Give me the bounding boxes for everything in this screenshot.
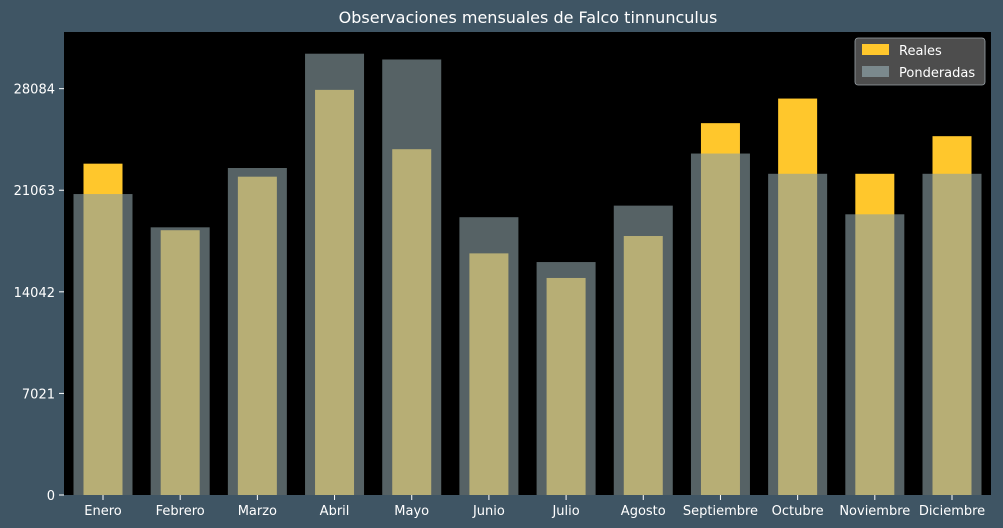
bar-ponderadas-enero (73, 194, 133, 496)
x-tick-label-junio: Junio (472, 504, 505, 519)
x-tick-label-mayo: Mayo (394, 504, 429, 519)
bar-ponderadas-febrero (150, 227, 210, 495)
x-tick-label-enero: Enero (84, 504, 122, 519)
legend-label-ponderadas: Ponderadas (899, 66, 975, 81)
x-tick-label-septiembre: Septiembre (683, 504, 758, 519)
bar-ponderadas-noviembre (845, 214, 905, 495)
bar-ponderadas-octubre (768, 173, 828, 495)
bar-ponderadas-junio (459, 217, 519, 495)
x-tick-label-diciembre: Diciembre (919, 504, 985, 519)
y-tick-label: 7021 (22, 387, 55, 402)
bar-ponderadas-abril (305, 53, 365, 495)
legend-label-reales: Reales (899, 44, 942, 59)
bars-group (73, 53, 982, 496)
x-tick-label-agosto: Agosto (621, 504, 666, 519)
bar-ponderadas-julio (536, 262, 596, 495)
x-tick-label-marzo: Marzo (238, 504, 277, 519)
y-tick-label: 0 (47, 489, 55, 504)
y-tick-label: 28084 (14, 83, 55, 98)
y-tick-label: 21063 (14, 184, 55, 199)
bar-ponderadas-agosto (613, 205, 673, 495)
x-tick-label-octubre: Octubre (772, 504, 824, 519)
x-tick-label-noviembre: Noviembre (839, 504, 910, 519)
legend-swatch-ponderadas (862, 66, 889, 77)
legend-swatch-reales (862, 44, 889, 55)
bar-ponderadas-mayo (382, 59, 442, 495)
x-tick-label-julio: Julio (551, 504, 579, 519)
bar-ponderadas-septiembre (690, 153, 750, 495)
bar-ponderadas-marzo (227, 168, 287, 495)
x-tick-label-febrero: Febrero (156, 504, 205, 519)
y-tick-label: 14042 (14, 286, 55, 301)
x-axis: Enero Febrero Marzo Abril Mayo Junio Julio Agos… (84, 495, 985, 519)
x-tick-label-abril: Abril (320, 504, 350, 519)
y-axis: 0 7021 14042 21063 28084 (14, 83, 64, 504)
legend: Reales Ponderadas (854, 37, 986, 86)
plot-area (64, 32, 991, 495)
chart-title: Observaciones mensuales de Falco tinnunc… (339, 8, 718, 27)
bar-ponderadas-diciembre (922, 173, 982, 495)
